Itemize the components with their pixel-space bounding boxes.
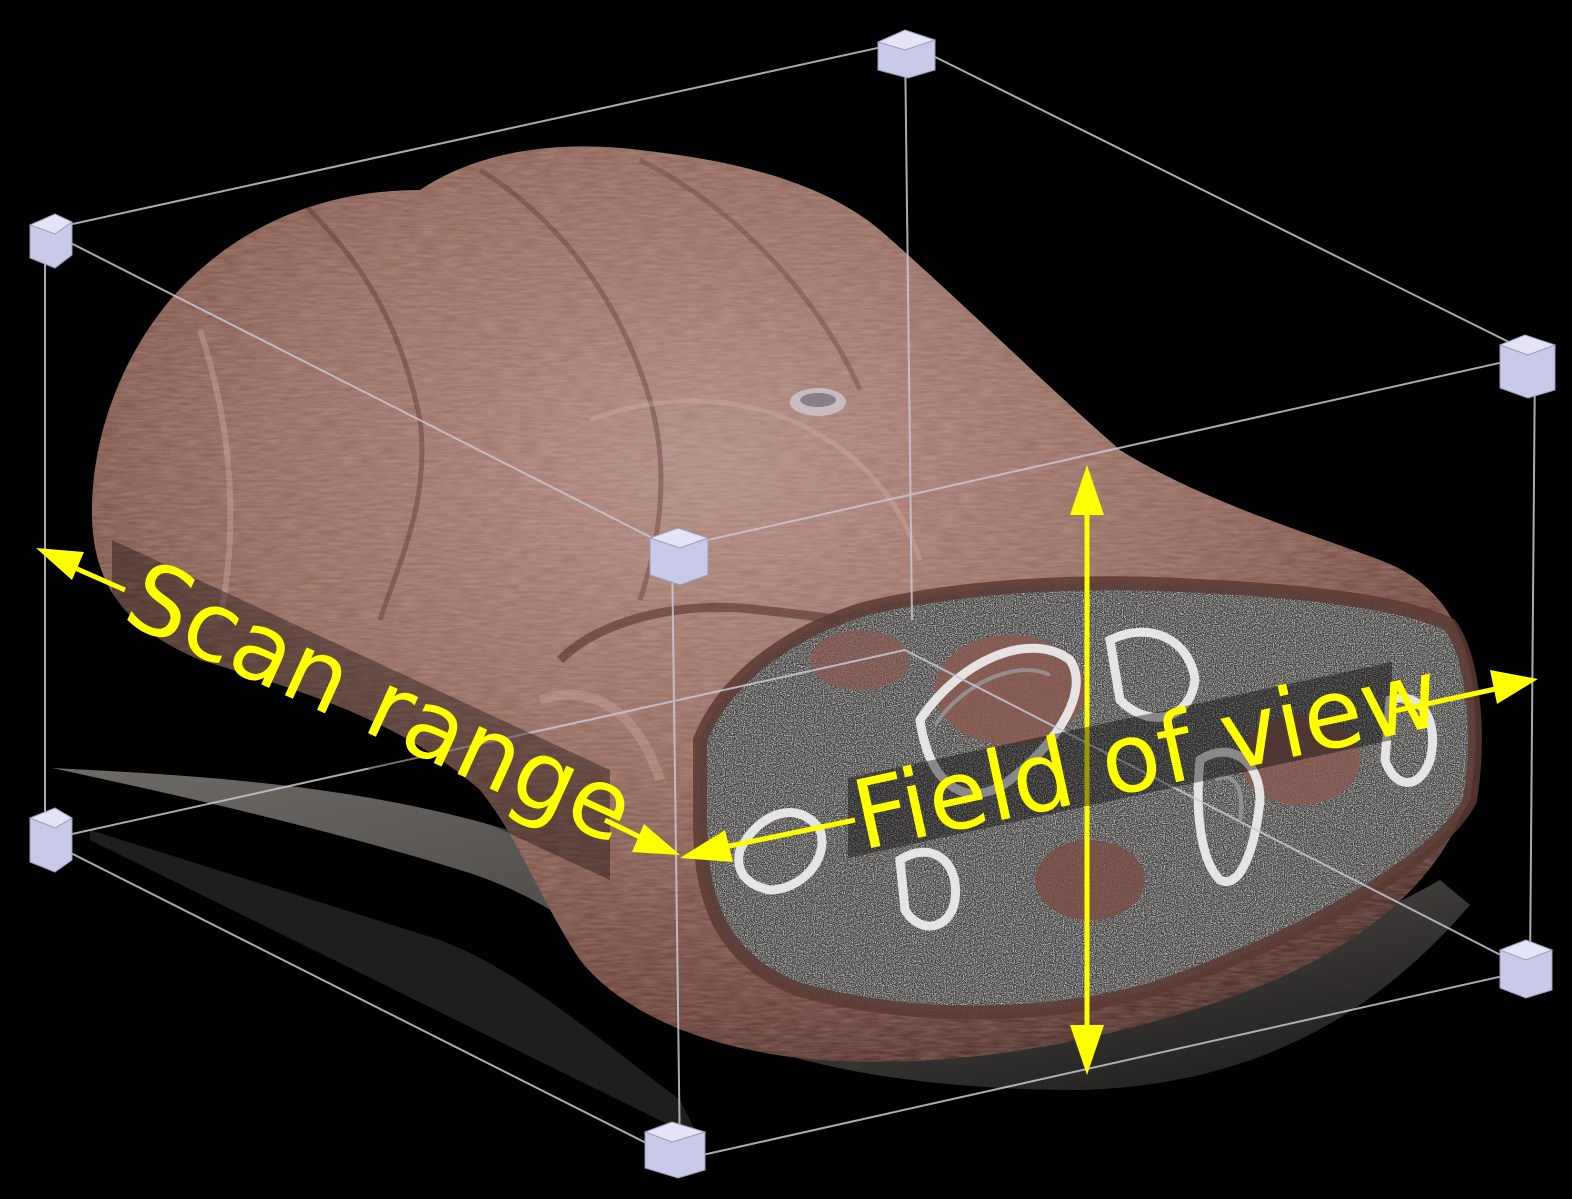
- scan-range-label-backing: [112, 540, 610, 880]
- bone-outline: [734, 627, 1438, 931]
- corner-markers: [28, 29, 1557, 1179]
- field-of-view-horizontal-arrow: [680, 670, 1538, 862]
- scan-range-arrow: [36, 548, 680, 855]
- corner-marker-left-top: [28, 213, 73, 269]
- bounding-box: [44, 41, 1536, 1161]
- corner-marker-top-back: [876, 29, 937, 79]
- field-of-view-label-backing: [848, 662, 1392, 858]
- field-of-view-vertical-arrow: [1070, 465, 1104, 1075]
- corner-marker-right-top: [1498, 334, 1557, 399]
- corner-marker-front-top: [648, 527, 710, 586]
- corner-marker-right-bottom: [1498, 939, 1554, 999]
- corner-marker-front-bottom: [643, 1121, 707, 1179]
- corner-marker-left-bottom: [28, 807, 73, 873]
